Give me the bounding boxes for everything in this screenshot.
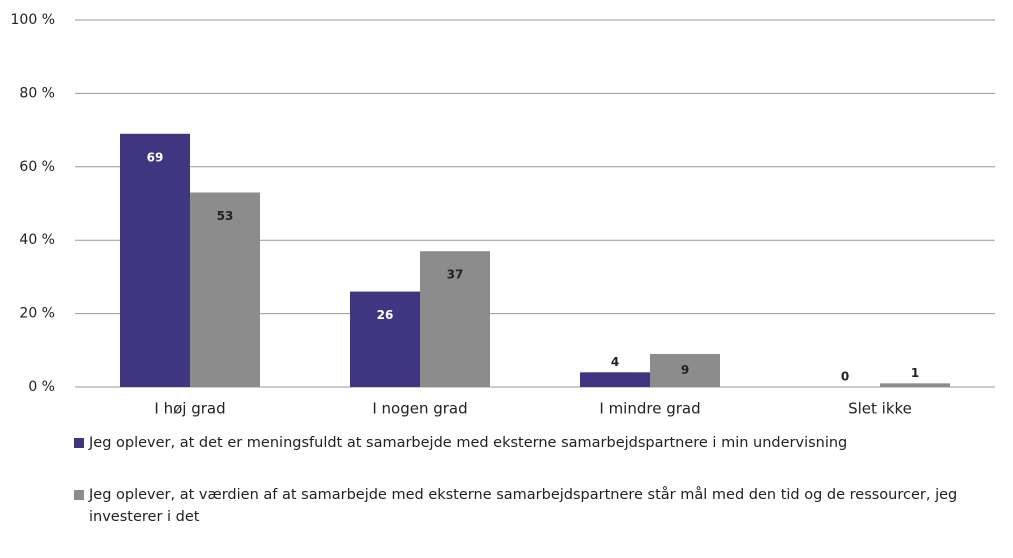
legend-item: Jeg oplever, at værdien af at samarbejde… [74,484,994,528]
x-tick-label: I nogen grad [372,400,467,418]
bar [120,133,190,387]
y-tick-label: 100 % [11,12,55,28]
bar [650,353,720,387]
y-tick-label: 40 % [19,232,55,248]
legend-label: Jeg oplever, at det er meningsfuldt at s… [89,435,848,451]
legend: Jeg oplever, at det er meningsfuldt at s… [74,432,994,558]
data-label: 26 [377,308,394,322]
bar [190,192,260,387]
data-label: 1 [911,366,919,380]
page: 0 % 20 % 40 % 60 % 80 % 100 % I høj grad 69 53 I … [10,12,995,525]
x-tick-label: I høj grad [154,400,225,418]
legend-item: Jeg oplever, at det er meningsfuldt at s… [74,432,994,454]
bar [350,291,420,387]
data-label: 37 [447,268,464,282]
bar [580,372,650,387]
x-tick-label: Slet ikke [848,400,912,418]
data-label: 9 [681,363,689,377]
y-tick-label: 0 % [28,379,55,395]
y-tick-label: 20 % [19,306,55,322]
data-label: 53 [217,209,234,223]
legend-swatch [74,490,84,500]
legend-swatch [74,438,84,448]
y-tick-label: 60 % [19,159,55,175]
bar [420,251,490,387]
data-label: 4 [611,355,619,369]
data-label: 0 [841,370,849,384]
y-tick-label: 80 % [19,85,55,101]
chart: 0 % 20 % 40 % 60 % 80 % 100 % I høj grad 69 53 I … [11,12,995,418]
x-tick-label: I mindre grad [599,400,700,418]
bar [880,383,950,387]
legend-label: Jeg oplever, at værdien af at samarbejde… [89,487,958,525]
data-label: 69 [147,150,164,164]
